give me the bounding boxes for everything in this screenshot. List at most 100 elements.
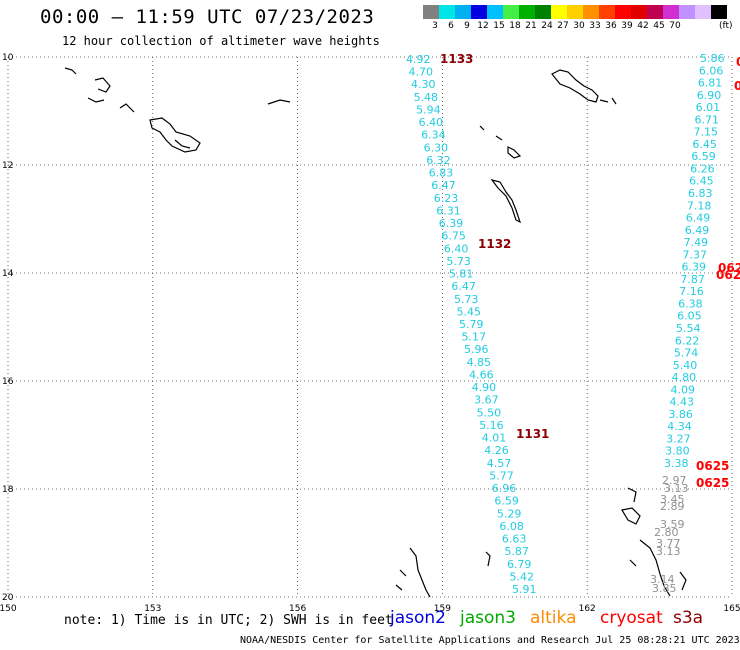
wave-height-label: 3.45	[660, 493, 685, 506]
legend-note: note: 1) Time is in UTC; 2) SWH is in fe…	[64, 613, 393, 628]
colorbar-label: 70	[669, 21, 681, 31]
wave-height-label: 5.73	[454, 293, 479, 306]
wave-height-label: 3.38	[664, 457, 689, 470]
colorbar-swatch	[455, 5, 471, 19]
wave-height-label: 6.47	[451, 280, 476, 293]
wave-height-label: 5.91	[512, 583, 537, 596]
footer-credit: NOAA/NESDIS Center for Satellite Applica…	[240, 635, 740, 646]
wave-height-label: 5.42	[509, 570, 534, 583]
lon-tick-label: 165	[723, 604, 740, 614]
colorbar-swatch	[631, 5, 647, 19]
colorbar-label: 15	[493, 21, 505, 31]
wave-height-label: 4.26	[484, 444, 509, 457]
colorbar-swatch	[615, 5, 631, 19]
colorbar-swatch	[711, 5, 727, 19]
wave-height-label: 4.70	[409, 66, 434, 79]
wave-height-label: 4.34	[667, 420, 692, 433]
pass-time-label: 0625	[696, 459, 729, 473]
colorbar-label: 6	[448, 21, 454, 31]
wave-height-label: 6.39	[681, 261, 706, 274]
wave-height-label: 2.80	[654, 526, 679, 539]
lon-tick-label: 150	[0, 604, 17, 614]
colorbar-swatch	[471, 5, 487, 19]
coastline	[395, 547, 491, 598]
coastline	[479, 125, 522, 159]
legend-altika: altika	[530, 608, 577, 628]
page-title: 00:00 – 11:59 UTC 07/23/2023	[40, 6, 375, 28]
wave-height-label: 6.49	[686, 212, 711, 225]
colorbar-labels: 3 6 9 12 15 18 21 24 27 30 33 36 39 42 45 70	[423, 21, 683, 33]
coastline	[599, 97, 617, 105]
colorbar-label: 9	[464, 21, 470, 31]
wave-height-label: 6.49	[685, 224, 710, 237]
wave-height-label: 6.59	[494, 495, 519, 508]
wave-height-label: 6.71	[695, 113, 720, 126]
wave-height-label: 2.97	[662, 474, 687, 487]
wave-height-label: 6.40	[419, 116, 444, 129]
wave-height-label: 5.16	[479, 419, 504, 432]
wave-height-label: 6.30	[424, 141, 449, 154]
wave-height-label: 5.77	[489, 469, 514, 482]
colorbar-swatch	[695, 5, 711, 19]
wave-height-label: 5.87	[504, 545, 529, 558]
pass-time-label: 1131	[516, 427, 549, 441]
colorbar-label: 21	[525, 21, 537, 31]
wave-height-label: 5.86	[700, 52, 725, 65]
pass-time-label: 0	[734, 79, 740, 93]
lon-tick-label: 153	[144, 604, 161, 614]
legend-cryosat: cryosat	[600, 608, 663, 628]
colorbar-swatch	[663, 5, 679, 19]
wave-height-label: 6.83	[429, 167, 454, 180]
colorbar-swatch	[679, 5, 695, 19]
wave-height-label: 3.59	[660, 518, 685, 531]
lat-tick-label: 16	[2, 377, 14, 387]
colorbar-label: 12	[477, 21, 489, 31]
wave-height-label: 5.45	[456, 305, 481, 318]
wave-height-label: 3.13	[656, 545, 681, 558]
wave-height-label: 6.31	[436, 204, 461, 217]
lon-tick-label: 162	[579, 604, 596, 614]
wave-height-label: 4.09	[671, 383, 696, 396]
wave-height-label: 4.80	[672, 371, 697, 384]
coastline	[621, 487, 641, 525]
wave-height-label: 6.38	[678, 297, 703, 310]
lon-tick-label: 156	[289, 604, 306, 614]
wave-height-label: 3.27	[666, 432, 691, 445]
colorbar-label: 36	[605, 21, 617, 31]
wave-height-label: 4.90	[472, 381, 497, 394]
wave-height-label: 7.16	[679, 285, 704, 298]
colorbar-swatch	[535, 5, 551, 19]
wave-height-label: 6.45	[692, 138, 717, 151]
colorbar-label: 3	[432, 21, 438, 31]
wave-height-label: 6.83	[688, 187, 713, 200]
colorbar-swatch	[647, 5, 663, 19]
wave-height-label: 6.08	[499, 520, 524, 533]
wave-height-label: 5.81	[449, 268, 474, 281]
colorbar-label: 33	[589, 21, 601, 31]
wave-height-label: 5.54	[676, 322, 701, 335]
wave-height-label: 5.17	[462, 331, 487, 344]
wave-height-label: 6.05	[677, 310, 702, 323]
wave-height-label: 3.86	[668, 408, 693, 421]
colorbar-swatch	[551, 5, 567, 19]
colorbar-label: 45	[653, 21, 665, 31]
wave-height-label: 6.59	[691, 150, 716, 163]
lat-tick-label: 20	[2, 593, 14, 603]
coastlines	[64, 67, 687, 598]
wave-height-label: 7.49	[684, 236, 709, 249]
wave-height-label: 6.75	[441, 230, 466, 243]
wave-height-label: 7.15	[693, 126, 718, 139]
colorbar-label: 30	[573, 21, 585, 31]
coastline	[64, 67, 201, 153]
pass-time-label: 1132	[478, 237, 511, 251]
lat-tick-label: 12	[2, 161, 13, 171]
colorbar-swatch	[519, 5, 535, 19]
wave-height-label: 3.67	[474, 394, 499, 407]
wave-height-label: 4.01	[482, 432, 507, 445]
legend-s3a: s3a	[673, 608, 704, 628]
wave-height-label: 6.39	[439, 217, 464, 230]
colorbar-label: 27	[557, 21, 569, 31]
colorbar	[423, 5, 727, 19]
colorbar-swatch	[599, 5, 615, 19]
